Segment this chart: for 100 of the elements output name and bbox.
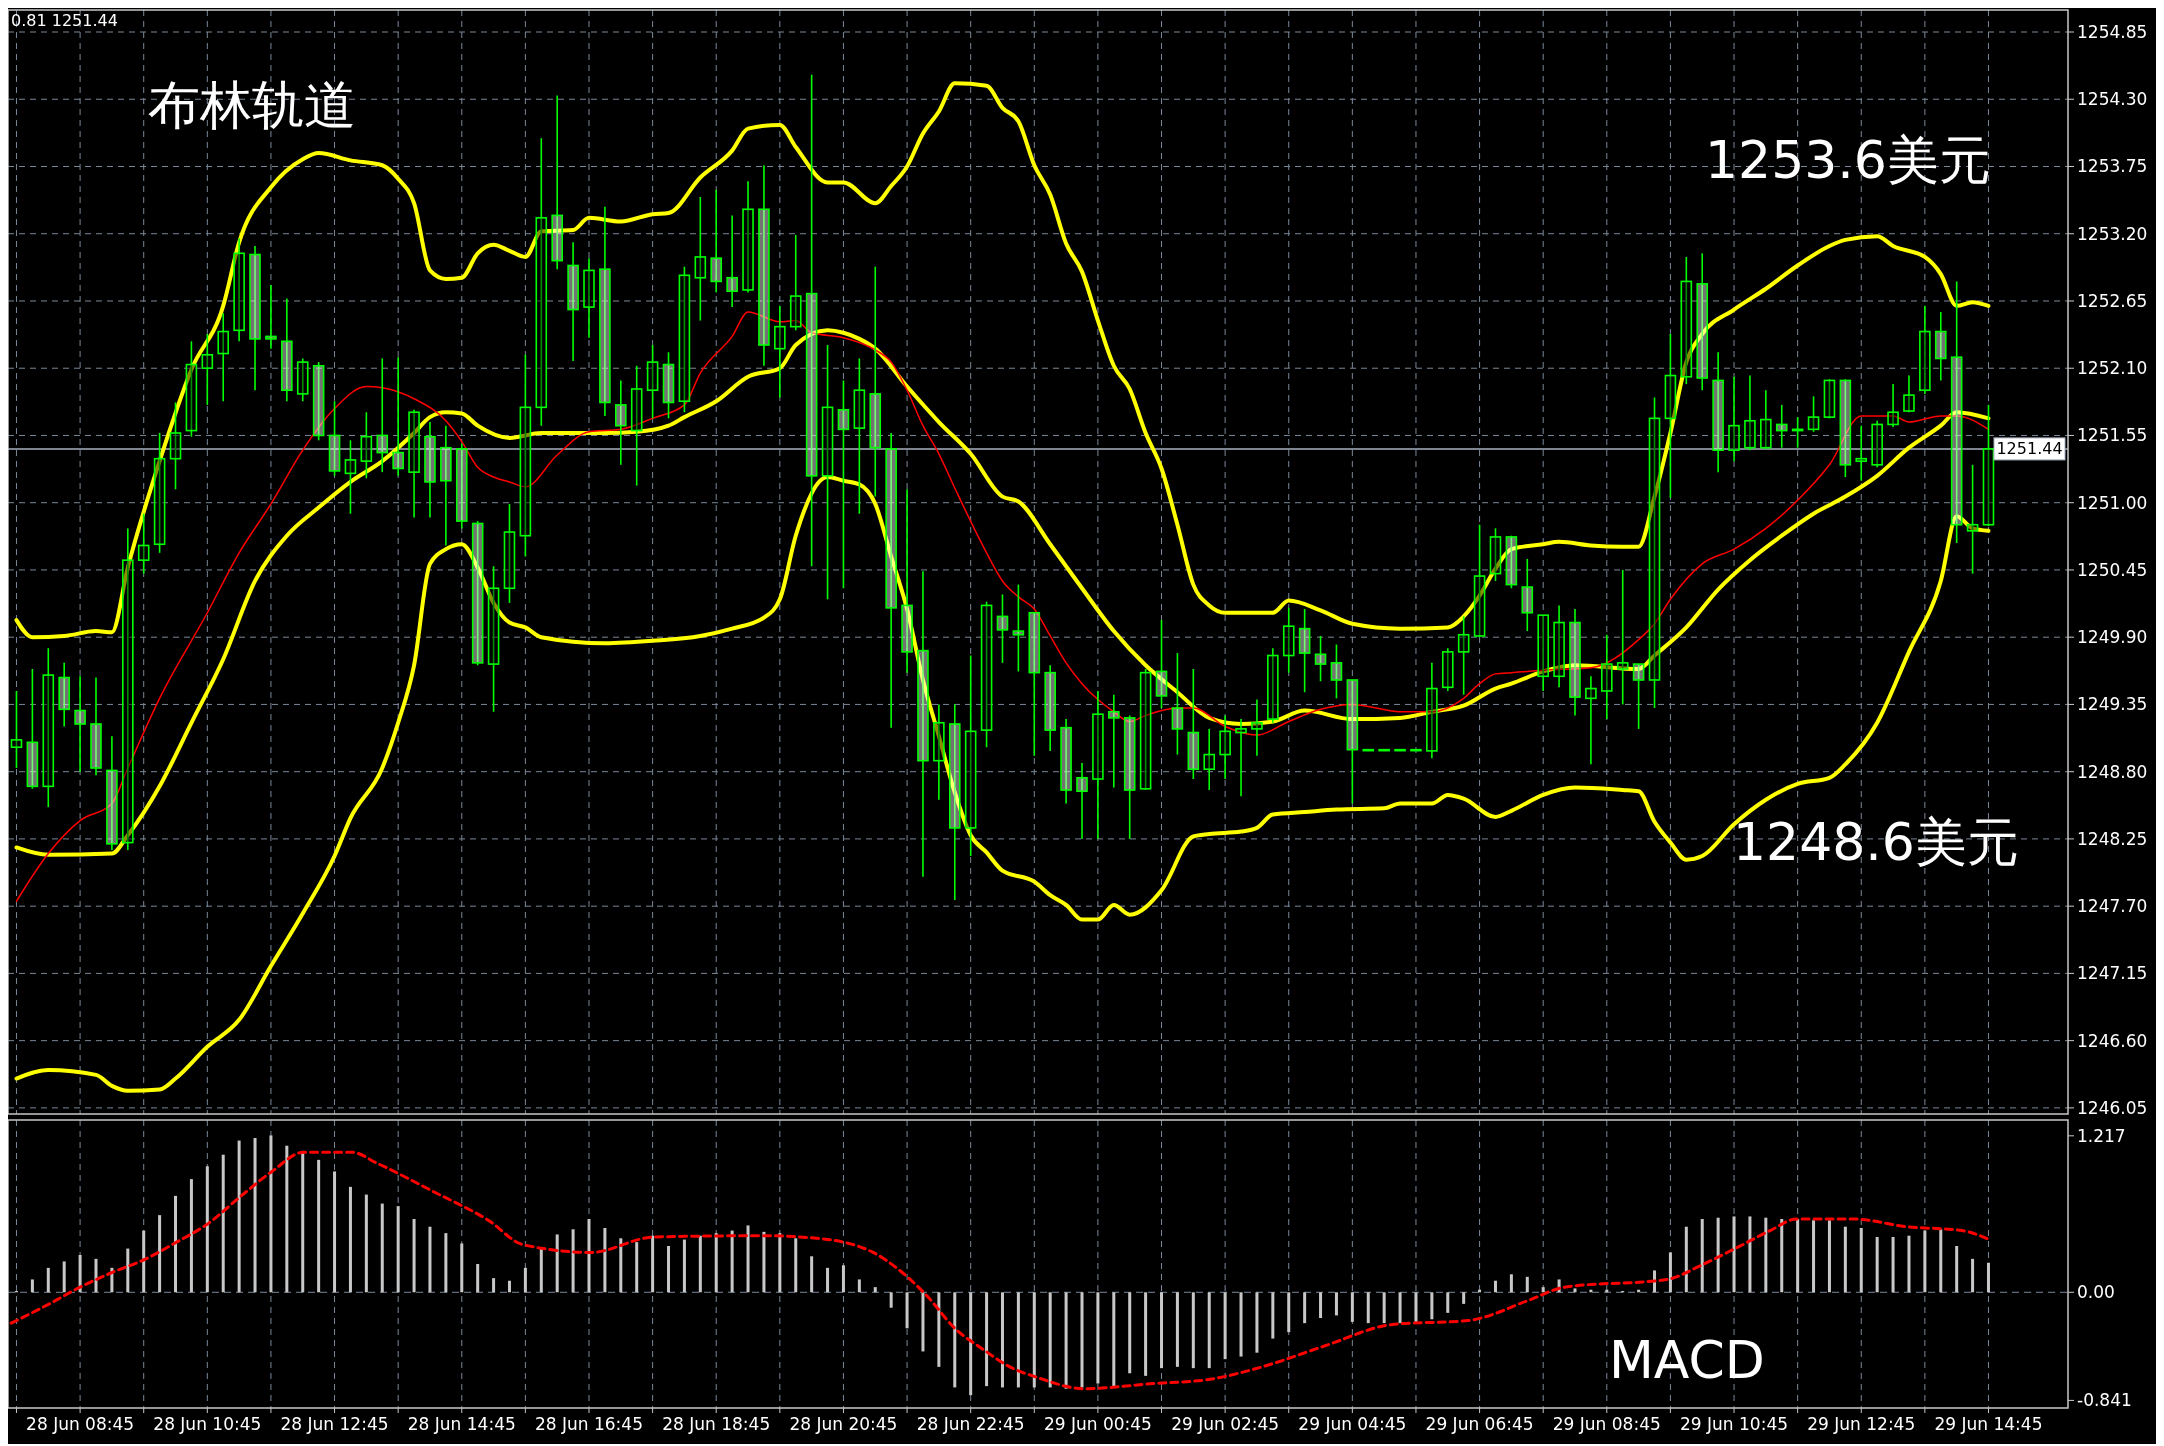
candlestick bbox=[1123, 714, 1136, 840]
bar bbox=[1827, 1220, 1831, 1293]
candlestick bbox=[1728, 375, 1740, 462]
candlestick bbox=[408, 408, 420, 519]
bar bbox=[730, 1230, 734, 1293]
bar bbox=[492, 1278, 496, 1293]
y-tick-label: 1252.10 bbox=[2077, 358, 2148, 379]
candlestick bbox=[964, 654, 977, 857]
bar bbox=[539, 1248, 543, 1293]
bar bbox=[1398, 1292, 1402, 1324]
bar bbox=[1955, 1246, 1959, 1293]
candlestick bbox=[1537, 614, 1549, 692]
candlestick bbox=[122, 527, 134, 851]
bar bbox=[1525, 1276, 1529, 1293]
bar bbox=[587, 1219, 591, 1293]
candlestick bbox=[376, 357, 389, 473]
bar bbox=[1191, 1292, 1195, 1369]
x-tick-label: 29 Jun 02:45 bbox=[1171, 1414, 1280, 1434]
candlestick bbox=[1426, 662, 1438, 760]
candlestick bbox=[821, 344, 834, 601]
candlestick bbox=[774, 305, 786, 399]
bar bbox=[1939, 1229, 1943, 1293]
bar bbox=[1048, 1292, 1052, 1388]
bar bbox=[1859, 1228, 1863, 1293]
y-tick-label: -0.841 bbox=[2077, 1390, 2132, 1411]
bar bbox=[921, 1292, 925, 1352]
candlestick bbox=[1092, 690, 1104, 840]
bar bbox=[1875, 1237, 1879, 1293]
candlestick bbox=[837, 379, 850, 590]
bar bbox=[1032, 1292, 1036, 1388]
bar bbox=[333, 1171, 337, 1293]
candlestick bbox=[74, 675, 86, 773]
candlestick bbox=[678, 265, 691, 414]
bar bbox=[142, 1230, 146, 1293]
bar bbox=[1716, 1217, 1720, 1293]
candlestick bbox=[1601, 633, 1613, 720]
bar bbox=[953, 1292, 957, 1388]
candlestick bbox=[726, 214, 738, 308]
candlestick bbox=[1457, 615, 1470, 696]
candlestick bbox=[694, 196, 707, 322]
candlestick bbox=[344, 439, 357, 515]
bar bbox=[794, 1238, 798, 1293]
bar bbox=[1175, 1292, 1179, 1367]
candlestick bbox=[201, 333, 214, 406]
bar bbox=[253, 1138, 257, 1293]
bar bbox=[46, 1267, 50, 1293]
bar bbox=[889, 1292, 893, 1308]
candlestick bbox=[90, 676, 102, 777]
candlestick bbox=[1648, 396, 1661, 709]
y-tick-label: 1254.30 bbox=[2077, 89, 2148, 110]
candlestick bbox=[1489, 527, 1502, 582]
candlestick bbox=[1028, 611, 1041, 757]
bar bbox=[1732, 1216, 1736, 1293]
bar bbox=[667, 1246, 671, 1293]
candlestick bbox=[519, 353, 532, 558]
candlestick bbox=[1616, 569, 1629, 706]
y-tick-label: 1250.45 bbox=[2077, 559, 2148, 580]
candlestick bbox=[1267, 647, 1279, 724]
candlestick bbox=[265, 284, 277, 350]
x-tick-label: 28 Jun 20:45 bbox=[789, 1414, 898, 1434]
candlestick bbox=[1632, 663, 1645, 730]
candlestick bbox=[996, 593, 1009, 664]
bar bbox=[746, 1225, 750, 1293]
candlestick bbox=[1934, 311, 1947, 382]
x-tick-label: 29 Jun 10:45 bbox=[1680, 1414, 1789, 1434]
bar bbox=[1319, 1292, 1323, 1318]
candlestick bbox=[948, 703, 961, 901]
y-tick-label: 1248.25 bbox=[2077, 828, 2148, 849]
bar bbox=[1112, 1292, 1116, 1387]
y-tick-label: 1247.15 bbox=[2077, 963, 2148, 984]
y-tick-label: 1.217 bbox=[2077, 1125, 2126, 1146]
x-tick-label: 28 Jun 08:45 bbox=[26, 1414, 135, 1434]
bar bbox=[1462, 1292, 1466, 1304]
bar bbox=[810, 1256, 814, 1293]
bar bbox=[364, 1194, 368, 1293]
bar bbox=[778, 1233, 782, 1293]
candlestick bbox=[1330, 643, 1343, 700]
bar bbox=[62, 1261, 66, 1293]
bar bbox=[1700, 1219, 1704, 1293]
candlestick bbox=[1696, 252, 1709, 392]
candlestick bbox=[185, 340, 198, 438]
bar bbox=[1430, 1292, 1434, 1320]
y-tick-label: 1251.55 bbox=[2077, 425, 2148, 446]
candlestick bbox=[328, 400, 341, 477]
ref-line-label: 1251.44 bbox=[1996, 439, 2063, 459]
candlestick bbox=[1346, 679, 1359, 805]
y-tick-label: 1246.05 bbox=[2077, 1097, 2148, 1118]
candlestick bbox=[487, 565, 500, 713]
candlestick bbox=[789, 234, 802, 332]
candlestick bbox=[1044, 664, 1056, 752]
candlestick bbox=[360, 411, 373, 480]
candlestick bbox=[599, 206, 611, 417]
x-tick-label: 29 Jun 00:45 bbox=[1043, 1414, 1152, 1434]
x-tick-label: 28 Jun 16:45 bbox=[535, 1414, 643, 1434]
candlestick bbox=[1903, 374, 1915, 414]
candlestick bbox=[249, 245, 261, 392]
x-tick-label: 29 Jun 12:45 bbox=[1807, 1414, 1916, 1434]
candlestick bbox=[1760, 389, 1772, 450]
candlestick bbox=[1982, 404, 1995, 527]
candlestick bbox=[233, 237, 245, 343]
